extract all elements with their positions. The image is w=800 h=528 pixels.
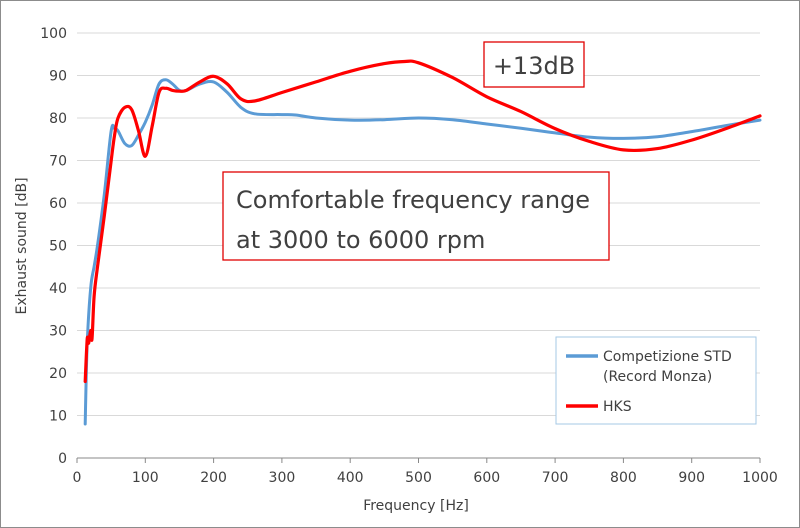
x-tick-label-300: 300 (269, 470, 296, 486)
x-tick-label-500: 500 (405, 470, 432, 486)
legend-label-competizione-line-1: Competizione STD (603, 349, 732, 365)
x-tick-label-800: 800 (610, 470, 637, 486)
y-tick-label-100: 100 (40, 26, 67, 42)
annotation-13db: +13dB (483, 41, 585, 88)
y-tick-label-90: 90 (49, 69, 67, 85)
series-line-hks (83, 59, 762, 384)
legend: Competizione STD (Record Monza) HKS (555, 336, 757, 425)
y-tick-label-80: 80 (49, 111, 67, 127)
annotation-comfortable-range: Comfortable frequency range at 3000 to 6… (222, 171, 610, 261)
annotation-13db-text: +13dB (493, 52, 575, 80)
annotation-range-line-1: Comfortable frequency range (236, 186, 590, 214)
y-tick-label-50: 50 (49, 239, 67, 255)
x-tick-label-600: 600 (473, 470, 500, 486)
legend-label-hks: HKS (603, 399, 632, 415)
x-tick-label-0: 0 (73, 470, 82, 486)
y-tick-label-10: 10 (49, 409, 67, 425)
x-tick-label-200: 200 (200, 470, 227, 486)
x-axis-ticks: 0 100 200 300 400 500 600 700 800 900 1000 (73, 458, 778, 486)
x-tick-label-900: 900 (678, 470, 705, 486)
y-tick-label-60: 60 (49, 196, 67, 212)
legend-box (555, 336, 757, 425)
y-tick-label-20: 20 (49, 366, 67, 382)
x-axis-title: Frequency [Hz] (363, 498, 469, 514)
x-tick-label-400: 400 (337, 470, 364, 486)
y-axis-title: Exhaust sound [dB] (14, 177, 30, 314)
x-tick-label-700: 700 (542, 470, 569, 486)
y-tick-label-70: 70 (49, 154, 67, 170)
annotation-13db-box (483, 41, 585, 88)
x-tick-label-1000: 1000 (742, 470, 778, 486)
y-tick-label-0: 0 (58, 451, 67, 467)
series-line-competizione-std (83, 78, 762, 426)
series-lines (83, 59, 762, 426)
y-tick-label-40: 40 (49, 281, 67, 297)
annotation-range-line-2: at 3000 to 6000 rpm (236, 226, 485, 254)
legend-label-competizione-line-2: (Record Monza) (603, 369, 712, 385)
annotation-range-box (222, 171, 610, 261)
y-axis-ticks: 0 10 20 30 40 50 60 70 80 90 100 (40, 26, 67, 467)
y-tick-label-30: 30 (49, 324, 67, 340)
x-tick-label-100: 100 (132, 470, 159, 486)
